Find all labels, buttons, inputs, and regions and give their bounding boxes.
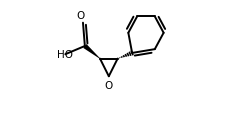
Text: O: O [76, 11, 84, 21]
Text: O: O [105, 81, 113, 91]
Text: HO: HO [57, 50, 73, 60]
Polygon shape [83, 44, 100, 59]
